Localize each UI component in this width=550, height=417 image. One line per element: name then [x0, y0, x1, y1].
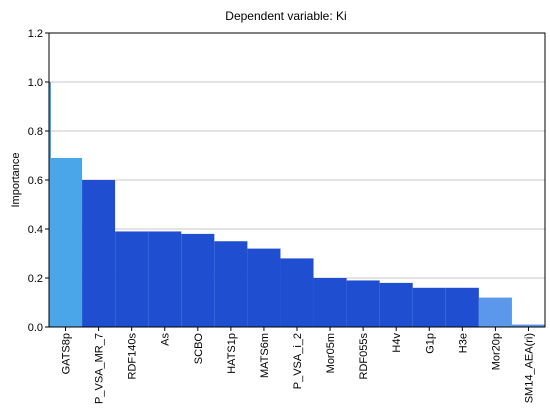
chart-title: Dependent variable: Ki — [225, 9, 346, 23]
y-tick-label: 0.2 — [28, 273, 43, 285]
bar — [49, 157, 83, 327]
x-tick-label: P_VSA_i_2 — [292, 333, 304, 389]
bar-max — [49, 82, 51, 327]
x-tick-label: SM14_AEA(ri) — [523, 333, 535, 403]
x-tick-label: Mor20p — [490, 333, 502, 370]
bar — [313, 278, 347, 327]
bar — [247, 248, 281, 327]
y-tick-label: 0.8 — [28, 126, 43, 138]
bar — [214, 241, 248, 327]
x-tick-label: H4v — [391, 333, 403, 353]
bar — [82, 180, 116, 327]
x-axis-ticks: GATS8p P_VSA_MR_7 RDF140s As SCBO HATS1p MATS6… — [61, 327, 535, 404]
bar — [115, 231, 149, 327]
x-tick-label: Mor05m — [325, 333, 337, 373]
bar — [346, 280, 380, 327]
x-tick-label: GATS8p — [61, 333, 73, 374]
bar — [181, 233, 215, 327]
bar — [412, 287, 446, 327]
bars — [49, 82, 545, 327]
y-tick-label: 0.0 — [28, 322, 43, 334]
bar — [511, 324, 545, 327]
y-axis-ticks: 0.0 0.2 0.4 0.6 0.8 1.0 1.2 — [28, 28, 49, 334]
gridlines — [49, 81, 545, 279]
x-tick-label: HATS1p — [226, 333, 238, 374]
x-tick-label: RDF055s — [358, 333, 370, 380]
y-tick-label: 0.4 — [28, 224, 43, 236]
y-tick-label: 1.0 — [28, 77, 43, 89]
y-axis-label: Importance — [10, 152, 22, 207]
bar — [379, 282, 413, 327]
y-tick-label: 1.2 — [28, 28, 43, 40]
x-tick-label: G1p — [424, 333, 436, 354]
plot-frame — [48, 32, 546, 328]
x-tick-label: SCBO — [193, 333, 205, 365]
x-tick-label: P_VSA_MR_7 — [94, 333, 106, 404]
bar — [280, 258, 314, 327]
bar — [445, 287, 479, 327]
x-tick-label: As — [160, 333, 172, 346]
y-tick-label: 0.6 — [28, 175, 43, 187]
x-tick-label: MATS6m — [259, 333, 271, 378]
bar — [478, 297, 512, 327]
bar — [148, 231, 182, 327]
x-tick-label: H3e — [457, 333, 469, 353]
x-tick-label: RDF140s — [127, 333, 139, 380]
